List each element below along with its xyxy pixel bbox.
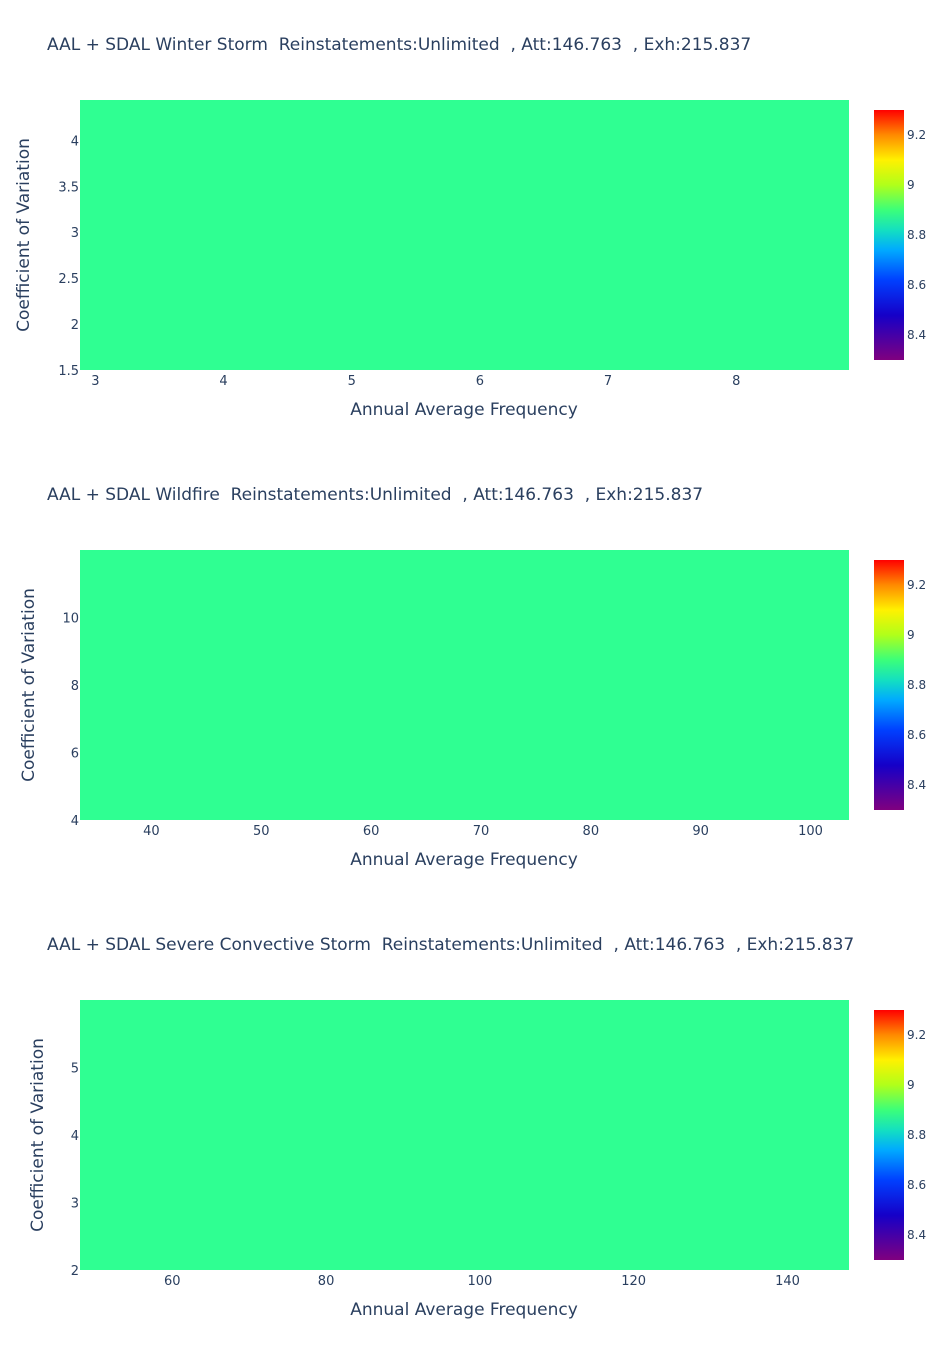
x-axis-title: Annual Average Frequency bbox=[350, 400, 578, 420]
x-tick-label: 5 bbox=[348, 374, 356, 389]
colorbar bbox=[874, 1010, 904, 1260]
chart-panel-severe-convective-storm: AAL + SDAL Severe Convective Storm Reins… bbox=[28, 935, 926, 1320]
y-tick-label: 3 bbox=[71, 226, 79, 241]
chart-panel-wildfire: AAL + SDAL Wildfire Reinstatements:Unlim… bbox=[19, 485, 926, 870]
chart-title: AAL + SDAL Severe Convective Storm Reins… bbox=[47, 935, 854, 955]
y-tick-label: 8 bbox=[71, 679, 79, 694]
x-axis-title: Annual Average Frequency bbox=[350, 850, 578, 870]
y-tick-label: 6 bbox=[71, 747, 79, 762]
x-tick-label: 3 bbox=[91, 374, 99, 389]
colorbar bbox=[874, 560, 904, 810]
colorbar-tick-label: 8.8 bbox=[907, 228, 926, 242]
heatmap-cell bbox=[80, 100, 849, 370]
y-tick-label: 1.5 bbox=[58, 364, 79, 379]
x-tick-label: 4 bbox=[219, 374, 227, 389]
colorbar-tick-label: 9.2 bbox=[907, 578, 926, 592]
y-tick-label: 4 bbox=[71, 134, 79, 149]
x-tick-label: 80 bbox=[318, 1274, 335, 1289]
colorbar bbox=[874, 110, 904, 360]
x-tick-label: 100 bbox=[798, 824, 823, 839]
heatmap-area bbox=[80, 100, 849, 370]
y-axis-title: Coefficient of Variation bbox=[14, 138, 34, 332]
x-tick-label: 100 bbox=[467, 1274, 492, 1289]
x-tick-label: 6 bbox=[476, 374, 484, 389]
x-tick-label: 120 bbox=[621, 1274, 646, 1289]
y-axis-ticks: 4 6 8 10 bbox=[62, 612, 79, 830]
y-axis-ticks: 2 3 4 5 bbox=[71, 1062, 79, 1280]
y-tick-label: 3.5 bbox=[58, 180, 79, 195]
y-tick-label: 4 bbox=[71, 814, 79, 829]
colorbar-tick-label: 9 bbox=[907, 628, 915, 642]
y-tick-label: 10 bbox=[62, 612, 79, 627]
y-tick-label: 3 bbox=[71, 1197, 79, 1212]
colorbar-tick-label: 8.6 bbox=[907, 728, 926, 742]
y-axis-title: Coefficient of Variation bbox=[19, 588, 39, 782]
x-axis-title: Annual Average Frequency bbox=[350, 1300, 578, 1320]
y-tick-label: 2 bbox=[71, 1264, 79, 1279]
colorbar-tick-label: 8.4 bbox=[907, 328, 926, 342]
chart-title: AAL + SDAL Winter Storm Reinstatements:U… bbox=[47, 35, 751, 55]
x-axis-ticks: 40 50 60 70 80 90 100 bbox=[143, 824, 823, 839]
colorbar-tick-label: 8.8 bbox=[907, 1128, 926, 1142]
x-tick-label: 40 bbox=[143, 824, 160, 839]
heatmap-area bbox=[80, 1000, 849, 1270]
x-tick-label: 60 bbox=[164, 1274, 181, 1289]
colorbar-tick-label: 8.8 bbox=[907, 678, 926, 692]
x-tick-label: 8 bbox=[732, 374, 740, 389]
y-tick-label: 2.5 bbox=[58, 272, 79, 287]
colorbar-tick-label: 8.4 bbox=[907, 778, 926, 792]
heatmap-cell bbox=[80, 550, 849, 820]
colorbar-ticks: 8.4 8.6 8.8 9 9.2 bbox=[907, 578, 926, 792]
x-axis-ticks: 60 80 100 120 140 bbox=[164, 1274, 800, 1289]
colorbar-tick-label: 9.2 bbox=[907, 1028, 926, 1042]
x-tick-label: 80 bbox=[583, 824, 600, 839]
y-axis-ticks: 1.5 2 2.5 3 3.5 4 bbox=[58, 134, 79, 379]
chart-panel-winter-storm: AAL + SDAL Winter Storm Reinstatements:U… bbox=[14, 35, 926, 420]
y-tick-label: 4 bbox=[71, 1129, 79, 1144]
colorbar-tick-label: 9 bbox=[907, 178, 915, 192]
x-axis-ticks: 3 4 5 6 7 8 bbox=[91, 374, 740, 389]
colorbar-tick-label: 8.6 bbox=[907, 278, 926, 292]
colorbar-tick-label: 9.2 bbox=[907, 128, 926, 142]
colorbar-ticks: 8.4 8.6 8.8 9 9.2 bbox=[907, 128, 926, 342]
x-tick-label: 140 bbox=[775, 1274, 800, 1289]
x-tick-label: 50 bbox=[253, 824, 270, 839]
colorbar-tick-label: 8.4 bbox=[907, 1228, 926, 1242]
y-axis-title: Coefficient of Variation bbox=[28, 1038, 48, 1232]
x-tick-label: 90 bbox=[692, 824, 709, 839]
y-tick-label: 2 bbox=[71, 318, 79, 333]
x-tick-label: 70 bbox=[473, 824, 490, 839]
x-tick-label: 7 bbox=[604, 374, 612, 389]
colorbar-tick-label: 8.6 bbox=[907, 1178, 926, 1192]
colorbar-ticks: 8.4 8.6 8.8 9 9.2 bbox=[907, 1028, 926, 1242]
colorbar-tick-label: 9 bbox=[907, 1078, 915, 1092]
heatmap-area bbox=[80, 550, 849, 820]
heatmap-cell bbox=[80, 1000, 849, 1270]
x-tick-label: 60 bbox=[363, 824, 380, 839]
y-tick-label: 5 bbox=[71, 1062, 79, 1077]
chart-title: AAL + SDAL Wildfire Reinstatements:Unlim… bbox=[47, 485, 703, 505]
